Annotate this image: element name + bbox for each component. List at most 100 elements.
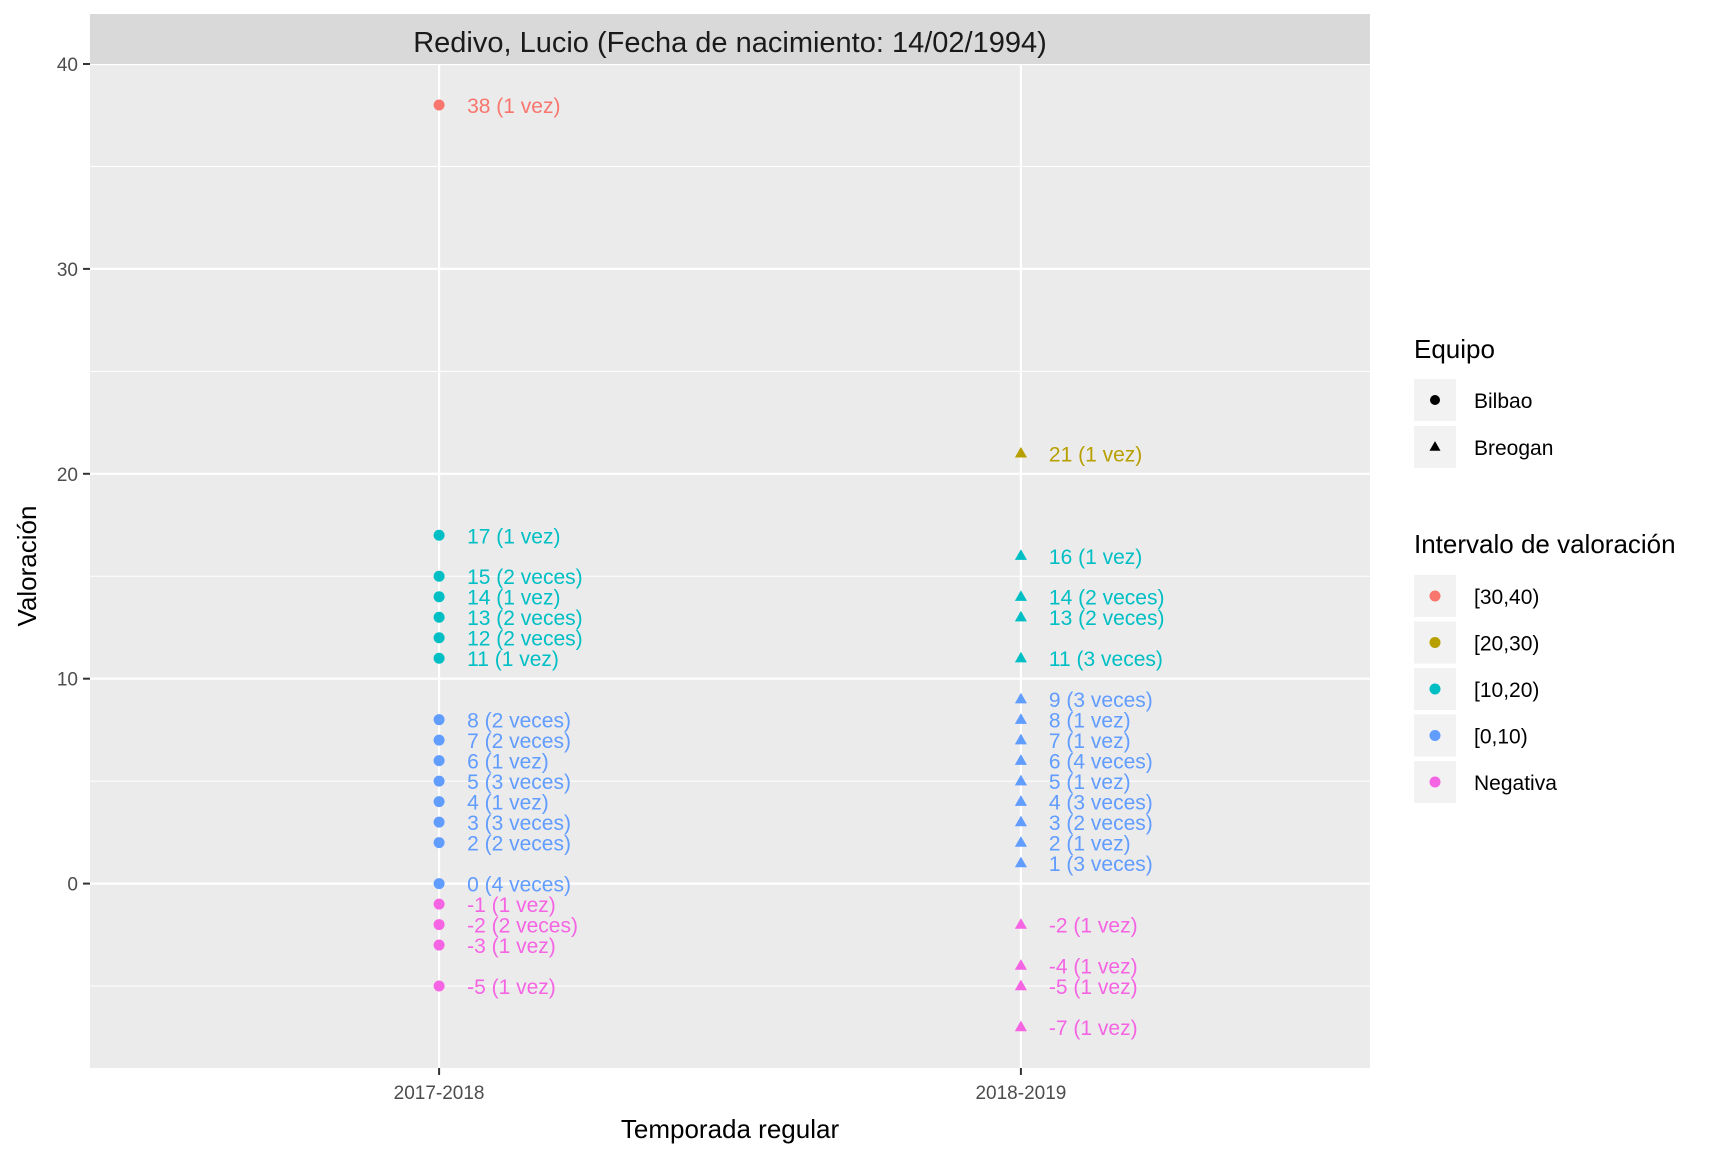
legend-label: Bilbao [1474,390,1532,413]
data-point-circle [433,99,445,111]
data-points [433,99,1027,1032]
data-point-triangle [1014,959,1027,970]
data-label: 6 (4 veces) [1049,751,1153,774]
data-label: 9 (3 veces) [1049,689,1153,712]
data-label: -3 (1 vez) [467,935,556,958]
data-point-circle [433,898,445,910]
legend-label: Negativa [1474,772,1557,795]
grid-minor [90,165,1370,987]
legend-color-swatch [1429,683,1441,695]
legend-intervalo: Intervalo de valoración [30,40) [20,30) [1… [1414,529,1676,803]
data-label: 11 (3 veces) [1049,648,1163,671]
data-label: 2 (2 veces) [467,833,571,856]
data-point-triangle [1014,774,1027,786]
legend-color-swatch [1429,637,1441,648]
data-label: 7 (1 vez) [1049,730,1131,753]
data-label: 0 (4 veces) [467,874,571,897]
data-point-triangle [1014,733,1027,745]
y-tick-label: 40 [57,55,78,76]
data-label: 7 (2 veces) [467,730,571,753]
data-point-triangle [1014,651,1027,663]
legend-equipo-title: Equipo [1414,334,1495,364]
x-tick-label: 2017-2018 [394,1083,485,1104]
triangle-icon [1429,441,1441,451]
data-label: -4 (1 vez) [1049,956,1138,979]
y-tick-label: 20 [57,465,78,486]
y-tick-label: 0 [67,875,78,896]
data-label: 21 (1 vez) [1049,443,1142,466]
legend-color-swatch [1429,776,1441,788]
legend-label: [10,20) [1474,679,1539,702]
data-point-circle [433,878,445,890]
data-label: 4 (1 vez) [467,792,549,815]
y-axis-title: Valoración [12,506,42,627]
data-label: 4 (3 veces) [1049,792,1153,815]
data-label: 8 (2 veces) [467,710,571,733]
chart-title: Redivo, Lucio (Fecha de nacimiento: 14/0… [413,27,1047,59]
data-label: 15 (2 veces) [467,566,583,589]
data-point-triangle [1014,610,1027,622]
legend-intervalo-title: Intervalo de valoración [1414,529,1676,559]
data-labels: 38 (1 vez) 17 (1 vez) 15 (2 veces)14 (1 ve… [467,95,1164,1040]
legend-label: Breogan [1474,437,1553,460]
data-label: 12 (2 veces) [467,628,583,651]
data-label: -2 (1 vez) [1049,915,1138,938]
data-point-triangle [1014,856,1027,868]
legend-label: [0,10) [1474,726,1528,749]
y-tick-label: 30 [57,260,78,281]
legend-label: [20,30) [1474,633,1539,656]
data-label: 8 (1 vez) [1049,710,1131,733]
data-point-circle [433,570,445,582]
data-point-circle [433,755,445,767]
legend-label: [30,40) [1474,586,1539,609]
legend-color-swatch [1429,730,1441,741]
circle-icon [1430,395,1440,405]
data-point-circle [433,734,445,746]
data-label: 11 (1 vez) [467,648,559,671]
data-point-circle [433,529,445,541]
data-point-circle [433,775,445,787]
data-label: 1 (3 veces) [1049,853,1153,876]
data-label: 2 (1 vez) [1049,833,1131,856]
legend-equipo: Equipo Bilbao Breogan [1414,334,1553,468]
data-point-triangle [1014,590,1027,601]
data-point-circle [433,939,445,951]
data-point-triangle [1014,979,1027,991]
data-point-circle [433,632,445,644]
data-label: 6 (1 vez) [467,751,549,774]
data-point-triangle [1014,549,1027,560]
data-label: 14 (1 vez) [467,587,560,610]
data-label: 16 (1 vez) [1049,546,1142,569]
data-point-circle [433,816,445,828]
data-point-circle [433,591,445,603]
data-label: 13 (2 veces) [1049,607,1165,630]
data-label: -2 (2 veces) [467,915,578,938]
data-label: 38 (1 vez) [467,95,560,118]
data-point-circle [433,714,445,726]
data-point-circle [433,919,445,931]
data-label: 3 (2 veces) [1049,812,1153,835]
data-point-circle [433,652,445,664]
x-tick-label: 2018-2019 [975,1083,1066,1104]
data-point-triangle [1014,795,1027,806]
data-point-circle [433,837,445,849]
x-axis: 2017-2018 2018-2019 [394,1068,1066,1104]
data-point-triangle [1014,692,1027,704]
data-point-triangle [1014,918,1027,929]
data-label: -5 (1 vez) [467,976,556,999]
facet-strip [90,14,1370,64]
data-point-triangle [1014,754,1027,765]
data-point-circle [433,980,445,992]
data-point-triangle [1014,713,1027,724]
y-tick-label: 10 [57,670,78,691]
data-label: -1 (1 vez) [467,894,556,917]
plot-panel [90,64,1370,1068]
data-label: -5 (1 vez) [1049,976,1138,999]
data-label: 17 (1 vez) [467,525,560,548]
legend-color-swatch [1429,590,1441,602]
data-label: 3 (3 veces) [467,812,571,835]
y-axis: 0 10 20 30 40 [57,55,90,896]
data-point-triangle [1014,815,1027,827]
data-point-triangle [1014,836,1027,847]
data-label: -7 (1 vez) [1049,1017,1138,1040]
